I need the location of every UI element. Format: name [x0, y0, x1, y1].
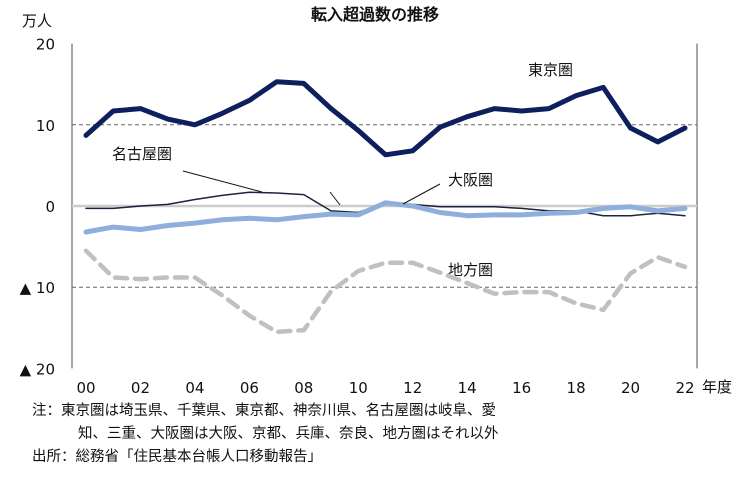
- y-axis-label: 万人: [22, 12, 53, 30]
- series-label: 名古屋圏: [112, 145, 173, 163]
- series-line-3: [83, 248, 688, 335]
- x-tick-label: 16: [512, 379, 531, 397]
- y-tick-label: 20: [36, 36, 55, 54]
- source-note: 出所：総務省「住民基本台帳人口移動報告」: [32, 449, 322, 465]
- osaka-leader-line: [402, 183, 441, 205]
- note-line-1: 注：東京圏は埼玉県、千葉県、東京都、神奈川県、名古屋圏は岐阜、愛: [32, 403, 496, 419]
- nagoya-leader-line-2: [329, 191, 341, 206]
- x-axis-label: 年度: [702, 378, 733, 396]
- note-line-2: 知、三重、大阪圏は大阪、京都、兵庫、奈良、地方圏はそれ以外: [78, 426, 499, 442]
- x-tick-label: 12: [403, 379, 422, 397]
- x-tick-label: 18: [567, 379, 586, 397]
- x-tick-label: 10: [349, 379, 368, 397]
- series-label: 東京圏: [528, 61, 574, 79]
- series-label: 大阪圏: [448, 171, 494, 189]
- x-tick-label: 08: [294, 379, 313, 397]
- y-tick-label: 0: [45, 198, 55, 216]
- series-label: 地方圏: [448, 261, 494, 279]
- x-tick-label: 22: [675, 379, 694, 397]
- x-tick-label: 20: [621, 379, 640, 397]
- x-tick-label: 02: [131, 379, 150, 397]
- chart-title: 転入超過数の推移: [310, 5, 439, 24]
- x-tick-label: 06: [240, 379, 259, 397]
- nagoya-leader-line: [182, 170, 263, 193]
- x-tick-label: 14: [458, 379, 477, 397]
- x-tick-label: 04: [185, 379, 204, 397]
- y-tick-label: ▲ 10: [20, 279, 55, 297]
- series-line-0: [83, 79, 688, 158]
- x-tick-label: 00: [76, 379, 95, 397]
- y-tick-label: 10: [36, 117, 55, 135]
- y-tick-label: ▲ 20: [20, 360, 55, 378]
